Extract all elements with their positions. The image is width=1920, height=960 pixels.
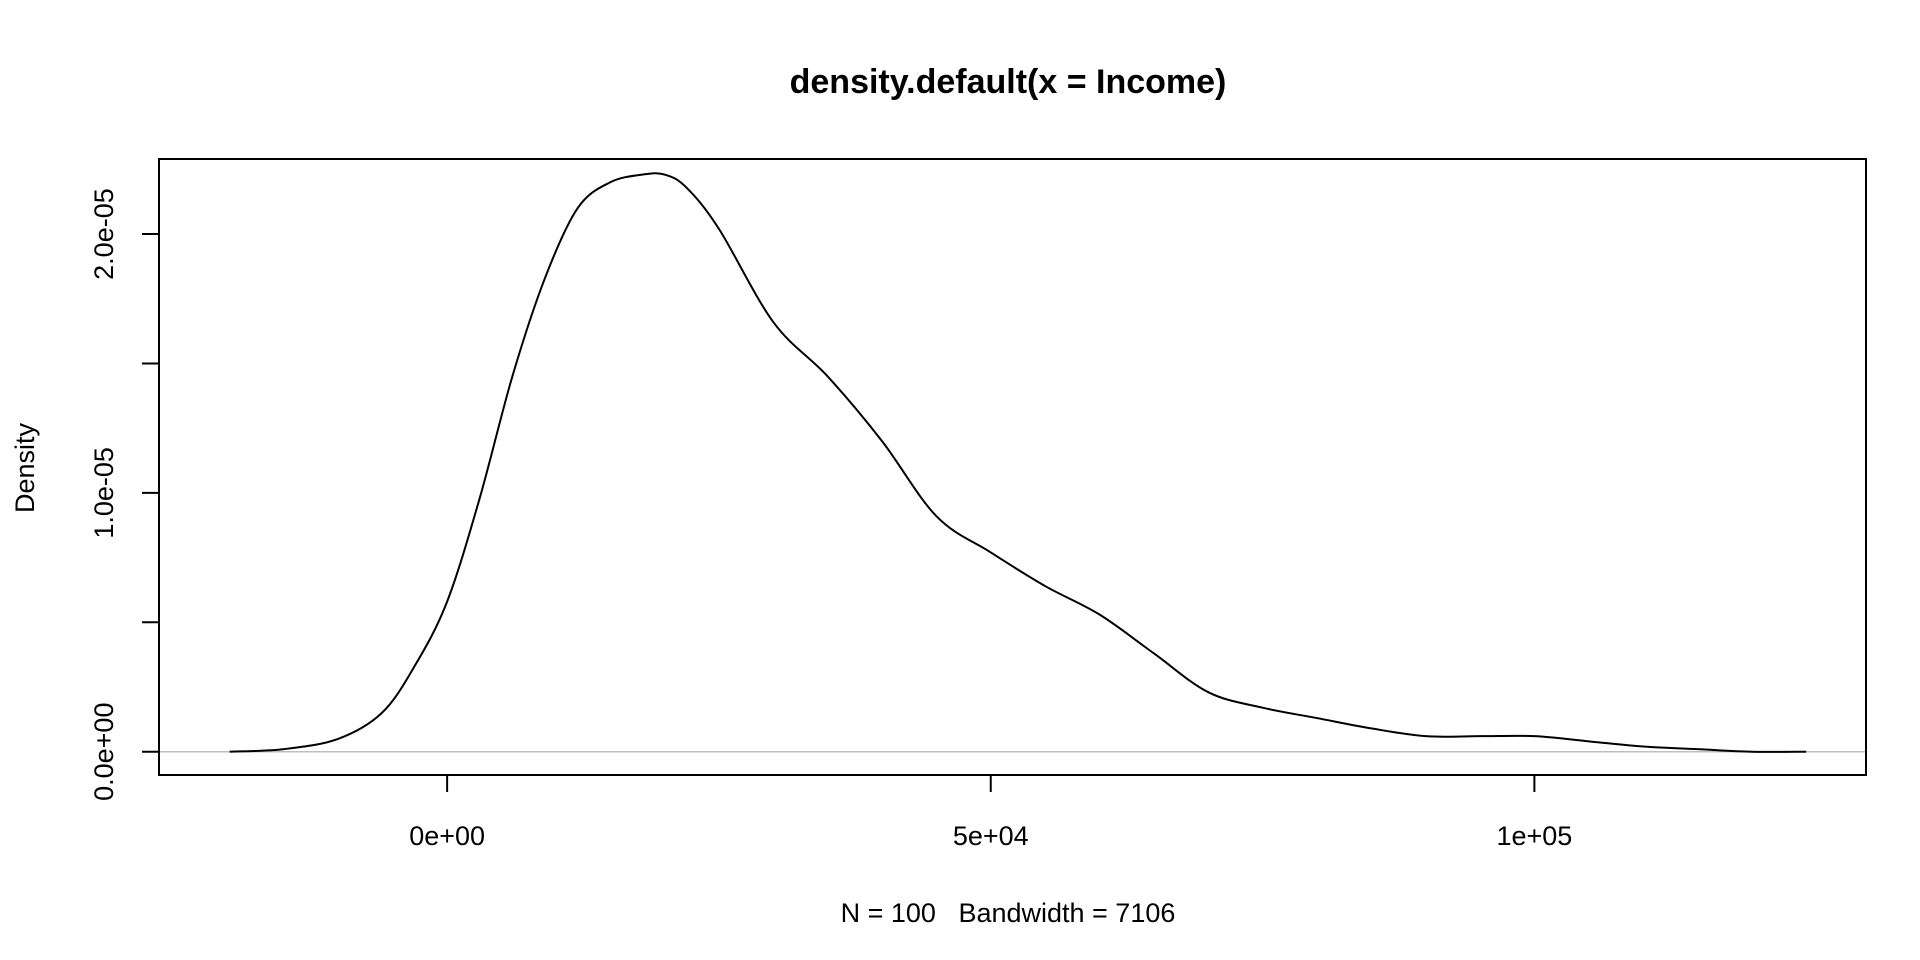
density-curve [229,172,1807,753]
chart-title: density.default(x = Income) [790,63,1227,101]
plot-area: 0e+00 5e+04 1e+05 0.0e+00 1.0e-05 2.0e-05 [89,158,1867,851]
x-tick-label: 5e+04 [953,821,1029,851]
plot-frame [158,158,1867,776]
y-tick-label: 0.0e+00 [89,703,119,801]
y-tick-label: 2.0e-05 [89,188,119,280]
x-axis-label: N = 100 Bandwidth = 7106 [841,898,1176,928]
x-tick-label: 1e+05 [1496,821,1572,851]
y-axis-label: Density [10,422,40,513]
y-tick-label: 1.0e-05 [89,447,119,539]
x-tick-label: 0e+00 [409,821,485,851]
